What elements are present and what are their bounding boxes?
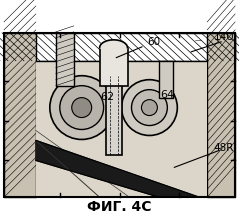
Text: 62: 62	[101, 92, 115, 102]
Polygon shape	[36, 140, 199, 197]
Circle shape	[72, 98, 92, 118]
Circle shape	[60, 86, 104, 130]
Bar	[106, 76, 121, 155]
Circle shape	[121, 80, 177, 135]
Bar	[207, 33, 235, 197]
Bar	[4, 33, 235, 197]
Text: 60: 60	[116, 37, 161, 58]
Circle shape	[132, 90, 167, 125]
Polygon shape	[100, 40, 127, 48]
Text: 64: 64	[160, 90, 174, 100]
Bar	[100, 48, 127, 86]
Bar	[56, 33, 74, 86]
Bar	[36, 61, 207, 197]
Bar	[4, 33, 36, 197]
Text: —: —	[194, 37, 201, 43]
Text: 48R: 48R	[213, 143, 234, 153]
Text: ФИГ. 4С: ФИГ. 4С	[87, 200, 152, 214]
Circle shape	[141, 100, 157, 116]
Bar	[4, 33, 235, 197]
Text: 14U: 14U	[214, 32, 235, 42]
Bar	[159, 61, 173, 98]
Bar	[4, 33, 235, 61]
Circle shape	[50, 76, 114, 140]
